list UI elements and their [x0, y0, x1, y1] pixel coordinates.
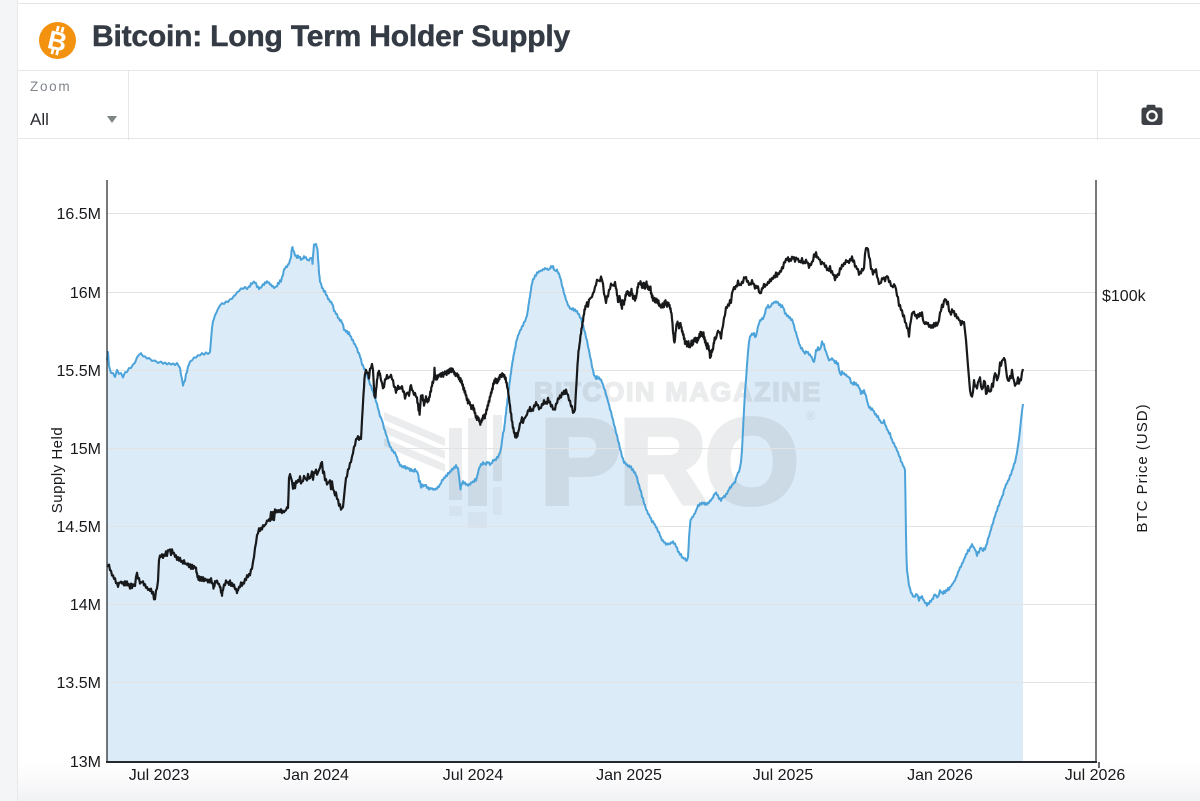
svg-text:15M: 15M: [70, 441, 101, 458]
svg-text:PRO: PRO: [540, 395, 797, 529]
svg-text:Jul 2023: Jul 2023: [129, 767, 190, 784]
svg-text:15.5M: 15.5M: [57, 363, 101, 380]
svg-text:14M: 14M: [70, 597, 101, 614]
svg-text:Jan 2025: Jan 2025: [596, 767, 662, 784]
svg-text:Jul 2025: Jul 2025: [753, 767, 814, 784]
svg-text:BITCOIN MAGAZINE: BITCOIN MAGAZINE: [534, 377, 822, 407]
svg-text:Jul 2024: Jul 2024: [443, 767, 504, 784]
svg-text:Jul 2026: Jul 2026: [1065, 767, 1126, 784]
svg-text:13.5M: 13.5M: [57, 675, 101, 692]
svg-text:®: ®: [806, 408, 816, 423]
svg-text:Jan 2026: Jan 2026: [907, 767, 973, 784]
svg-text:16M: 16M: [70, 285, 101, 302]
svg-text:BTC Price (USD): BTC Price (USD): [1134, 403, 1151, 532]
svg-text:Jan 2024: Jan 2024: [283, 767, 349, 784]
svg-text:16.5M: 16.5M: [57, 206, 101, 223]
svg-text:13M: 13M: [70, 754, 101, 771]
svg-text:14.5M: 14.5M: [57, 519, 101, 536]
svg-text:Supply Held: Supply Held: [49, 427, 66, 513]
svg-text:$100k: $100k: [1102, 288, 1147, 305]
